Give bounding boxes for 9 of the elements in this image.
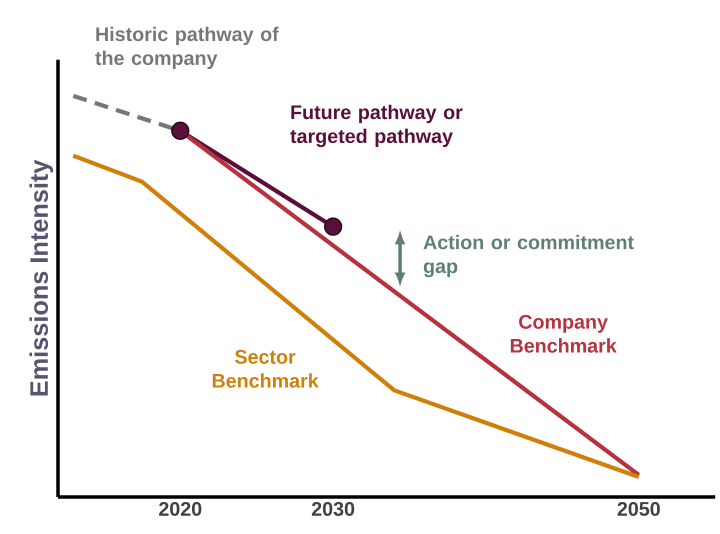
annotation: Action or commitment gap bbox=[424, 234, 634, 278]
x-tick-label: 2030 bbox=[312, 502, 354, 516]
x-tick-label: 2050 bbox=[618, 502, 660, 516]
series-label: Sector Benchmark bbox=[212, 350, 319, 388]
text: Future pathway or targeted pathway bbox=[290, 104, 463, 148]
y-axis-title: Emissions Intensity bbox=[29, 160, 54, 396]
series-label: Company Benchmark bbox=[510, 314, 617, 353]
x-tick-label: 2020 bbox=[159, 502, 202, 516]
series-label: Historic pathway of the company bbox=[95, 26, 279, 69]
